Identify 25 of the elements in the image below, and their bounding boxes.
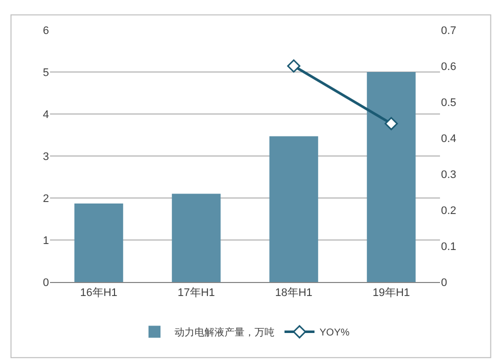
- legend-label: YOY%: [320, 328, 350, 339]
- y-tick-label: 6: [42, 24, 49, 37]
- y-tick-label: 4: [42, 108, 49, 121]
- y-tick-label: 5: [42, 66, 49, 79]
- bar: [366, 72, 416, 282]
- y-tick-label: 0: [42, 276, 49, 289]
- y2-tick-label: 0.6: [441, 60, 456, 73]
- y2-tick-label: 0.2: [441, 204, 456, 217]
- bar: [269, 136, 318, 282]
- x-tick-label: 18年H1: [275, 287, 312, 300]
- legend-label: 动力电解液产量，万吨: [174, 326, 274, 339]
- y-tick-label: 2: [42, 192, 49, 205]
- bar: [172, 194, 221, 282]
- y2-tick-label: 0.4: [441, 132, 456, 145]
- y-tick-label: 3: [42, 150, 49, 163]
- bar: [74, 203, 124, 282]
- y2-tick-label: 0.1: [441, 240, 456, 253]
- x-tick-label: 19年H1: [372, 287, 410, 300]
- y-tick-label: 1: [42, 234, 49, 247]
- y2-tick-label: 0.7: [441, 24, 456, 37]
- y2-tick-label: 0.5: [441, 96, 456, 109]
- x-tick-label: 16年H1: [80, 287, 118, 300]
- y2-tick-label: 0.3: [441, 168, 456, 181]
- y2-tick-label: 0: [441, 276, 448, 289]
- x-tick-label: 17年H1: [178, 287, 215, 300]
